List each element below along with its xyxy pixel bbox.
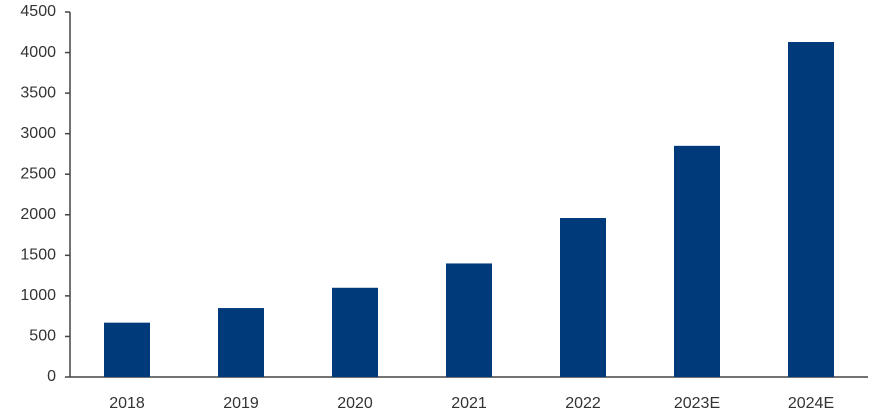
x-tick-label: 2018: [109, 395, 145, 412]
y-tick-label: 3500: [20, 84, 56, 101]
bar: [788, 42, 834, 378]
y-tick-label: 4000: [20, 44, 56, 61]
y-tick-label: 3000: [20, 125, 56, 142]
x-tick-label: 2020: [337, 395, 373, 412]
bar: [560, 218, 606, 377]
y-tick-label: 0: [47, 368, 56, 385]
y-tick-label: 4500: [20, 3, 56, 20]
x-tick-label: 2021: [451, 395, 487, 412]
x-tick-label: 2024E: [788, 395, 834, 412]
y-tick-label: 500: [29, 328, 56, 345]
y-tick-label: 2500: [20, 165, 56, 182]
y-tick-label: 2000: [20, 206, 56, 223]
bar: [332, 287, 378, 377]
y-tick-label: 1000: [20, 287, 56, 304]
bar: [446, 263, 492, 377]
bar: [218, 308, 264, 377]
y-tick-label: 1500: [20, 247, 56, 264]
x-tick-label: 2022: [565, 395, 601, 412]
bar: [674, 145, 720, 377]
x-tick-label: 2023E: [674, 395, 720, 412]
bar: [104, 322, 150, 377]
x-tick-label: 2019: [223, 395, 259, 412]
